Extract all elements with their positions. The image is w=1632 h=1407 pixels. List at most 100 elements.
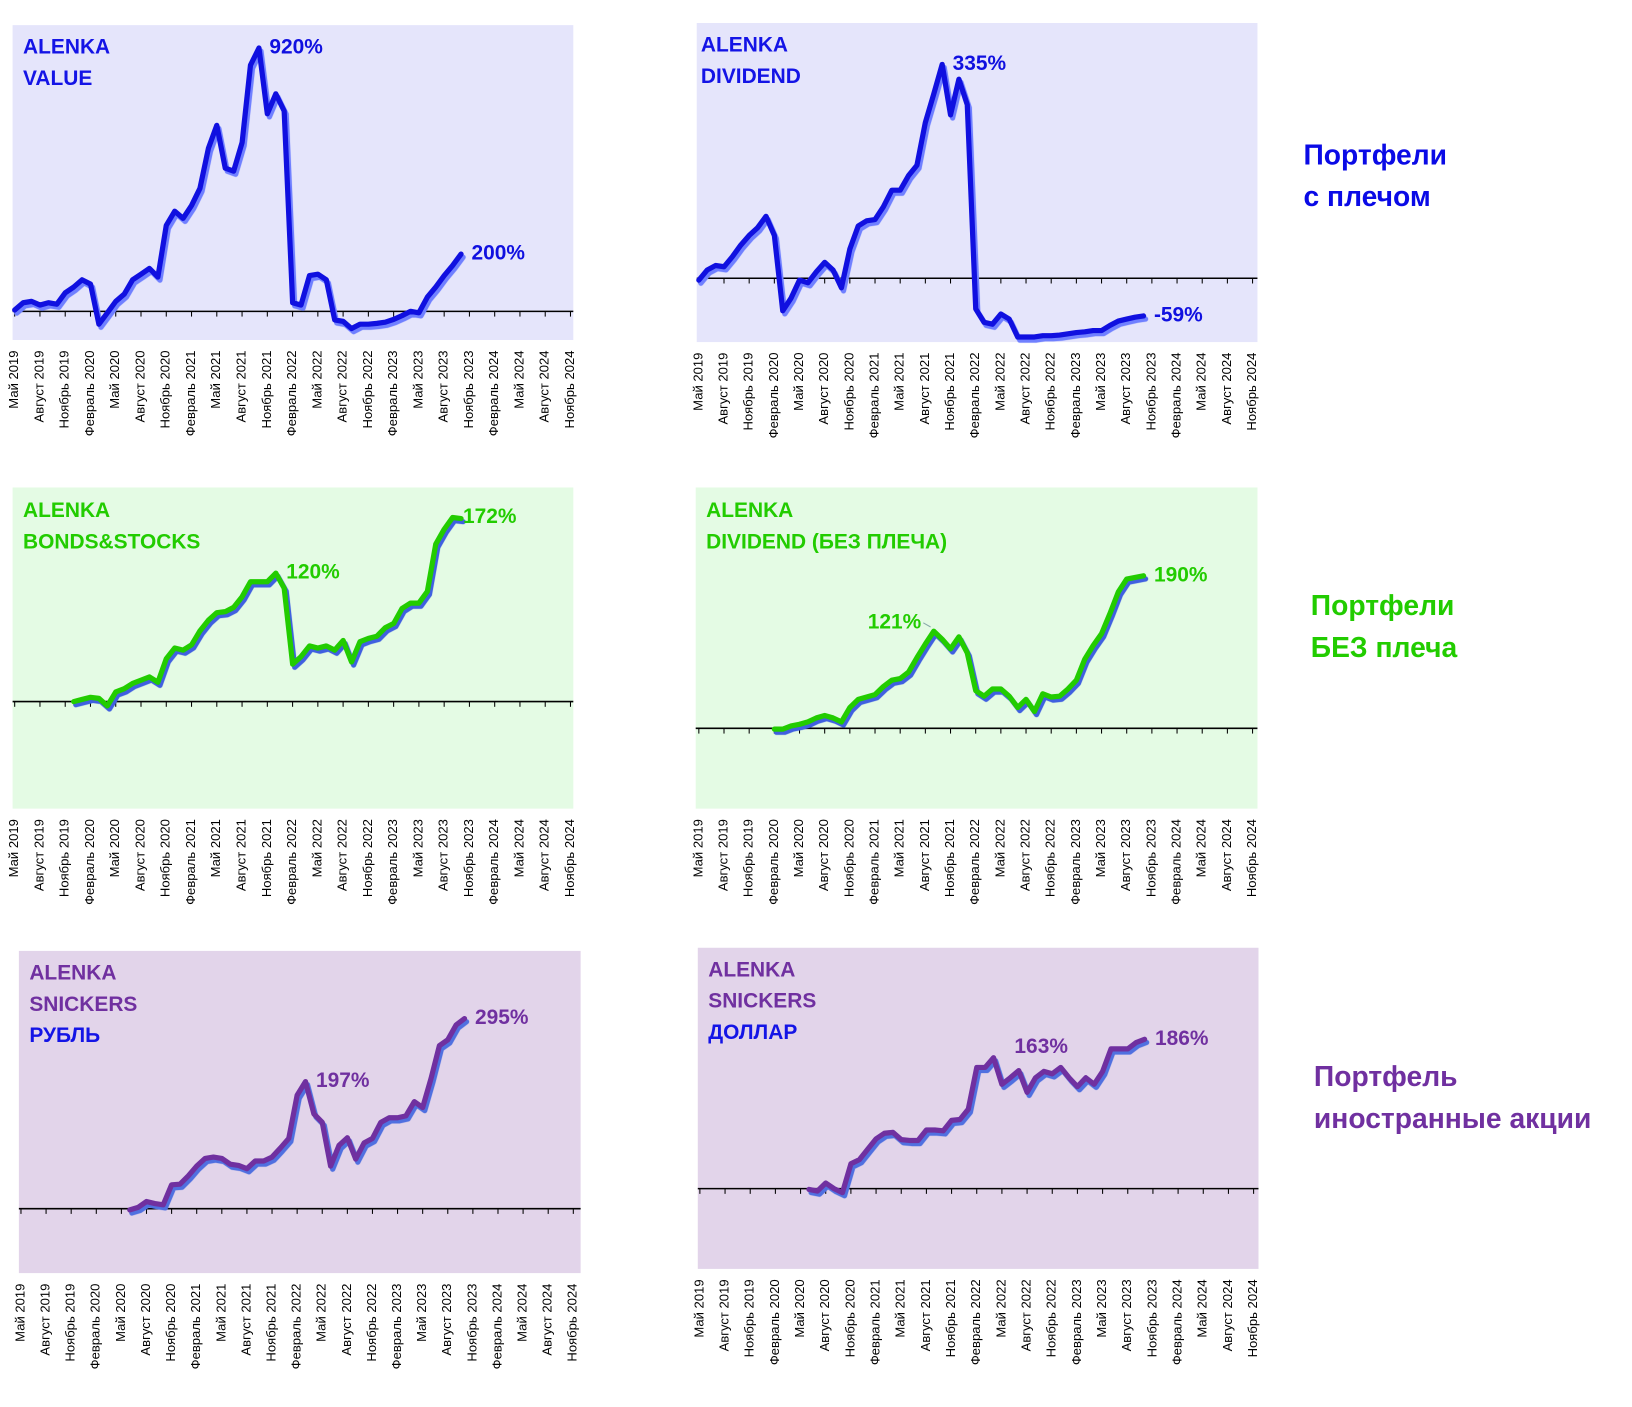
x-tick-label: Август 2021 (234, 350, 249, 422)
x-tick-label: Май 2021 (892, 353, 907, 411)
x-tick-label: Август 2022 (1017, 353, 1032, 425)
chart-title: DIVIDEND (701, 65, 801, 88)
x-tick-label: Май 2023 (1094, 1279, 1109, 1337)
x-tick-label: Август 2022 (1017, 819, 1032, 891)
x-tick-label: Ноябрь 2021 (943, 1279, 958, 1357)
x-tick-label: Май 2022 (309, 350, 324, 408)
x-tick-label: Май 2019 (691, 1279, 706, 1337)
x-tick-label: Май 2019 (6, 819, 21, 877)
x-tick-label: Август 2022 (335, 819, 350, 891)
x-tick-label: Ноябрь 2020 (163, 1284, 178, 1362)
plot-background (697, 947, 1259, 1269)
x-tick-label: Май 2024 (511, 350, 526, 408)
x-tick-label: Февраль 2022 (967, 819, 982, 905)
group-label: Портфели (1311, 589, 1455, 621)
chart-title: ALENKA (23, 36, 110, 59)
chart-title: DIVIDEND (БЕЗ ПЛЕЧА) (706, 530, 947, 553)
x-tick-label: Февраль 2022 (289, 1284, 304, 1370)
x-tick-label: Август 2023 (1119, 1279, 1134, 1351)
x-tick-label: Ноябрь 2024 (562, 819, 577, 897)
x-tick-label: Февраль 2023 (1069, 1279, 1084, 1365)
x-tick-label: Август 2023 (436, 819, 451, 891)
x-tick-label: Ноябрь 2024 (1245, 1279, 1260, 1357)
x-tick-label: Май 2020 (113, 1284, 128, 1342)
x-tick-label: Ноябрь 2024 (562, 350, 577, 428)
value-label: 335% (953, 52, 1007, 75)
chart-title: SNICKERS (708, 990, 816, 1013)
x-tick-label: Ноябрь 2023 (464, 1284, 479, 1362)
x-tick-label: Февраль 2024 (1169, 353, 1184, 439)
x-tick-label: Август 2019 (31, 819, 46, 891)
chart-title: ALENKA (708, 958, 795, 981)
chart-title: ALENKA (701, 34, 788, 57)
x-tick-label: Август 2021 (918, 1279, 933, 1351)
x-tick-label: Май 2020 (791, 819, 806, 877)
x-tick-label: Ноябрь 2022 (1044, 1279, 1059, 1357)
x-tick-label: Февраль 2021 (183, 350, 198, 436)
x-tick-label: Май 2023 (414, 1284, 429, 1342)
x-tick-label: Февраль 2020 (82, 350, 97, 436)
x-tick-label: Август 2020 (816, 353, 831, 425)
chart-title: SNICKERS (29, 993, 137, 1016)
x-tick-label: Август 2020 (816, 819, 831, 891)
x-tick-label: Февраль 2024 (489, 1284, 504, 1370)
x-tick-label: Февраль 2022 (967, 353, 982, 439)
group-label: Портфели (1303, 138, 1447, 170)
x-tick-label: Май 2021 (213, 1284, 228, 1342)
x-tick-label: Май 2021 (208, 819, 223, 877)
data-line (696, 61, 1147, 340)
x-tick-label: Май 2022 (314, 1284, 329, 1342)
x-tick-label: Май 2022 (309, 819, 324, 877)
x-tick-label: Ноябрь 2021 (259, 350, 274, 428)
chart-title: VALUE (23, 67, 92, 90)
data-line (771, 573, 1147, 732)
x-tick-label: Февраль 2021 (183, 819, 198, 905)
label-leader (923, 622, 931, 628)
chart-title: РУБЛЬ (29, 1024, 100, 1047)
x-tick-label: Август 2020 (138, 1284, 153, 1356)
x-tick-label: Август 2019 (717, 1279, 732, 1351)
x-tick-label: Ноябрь 2021 (259, 819, 274, 897)
x-tick-label: Ноябрь 2020 (158, 350, 173, 428)
x-tick-label: Ноябрь 2024 (565, 1284, 580, 1362)
x-tick-label: Февраль 2021 (866, 353, 881, 439)
x-tick-label: Ноябрь 2022 (360, 819, 375, 897)
x-tick-label: Май 2022 (992, 353, 1007, 411)
x-tick-label: Май 2024 (1195, 1279, 1210, 1337)
x-tick-label: Май 2024 (1194, 819, 1209, 877)
x-tick-label: Февраль 2024 (486, 819, 501, 905)
x-tick-label: Август 2021 (238, 1284, 253, 1356)
x-tick-label: Август 2021 (917, 819, 932, 891)
x-tick-label: Май 2022 (992, 819, 1007, 877)
x-tick-label: Февраль 2023 (389, 1284, 404, 1370)
x-tick-label: Февраль 2023 (1068, 819, 1083, 905)
value-label: 121% (868, 610, 922, 633)
x-tick-label: Август 2024 (540, 1284, 555, 1356)
value-label: 190% (1154, 563, 1208, 586)
x-tick-label: Февраль 2024 (486, 350, 501, 436)
x-tick-label: Август 2024 (537, 819, 552, 891)
x-tick-label: Май 2020 (107, 350, 122, 408)
x-tick-label: Май 2024 (515, 1284, 530, 1342)
x-tick-label: Февраль 2020 (82, 819, 97, 905)
group-label: БЕЗ плеча (1311, 631, 1458, 663)
x-tick-label: Ноябрь 2019 (741, 353, 756, 431)
x-tick-label: Май 2020 (791, 353, 806, 411)
x-tick-label: Ноябрь 2022 (1043, 353, 1058, 431)
x-tick-label: Ноябрь 2023 (461, 350, 476, 428)
x-tick-label: Ноябрь 2022 (1043, 819, 1058, 897)
x-tick-label: Ноябрь 2021 (263, 1284, 278, 1362)
x-tick-label: Август 2023 (1118, 353, 1133, 425)
x-tick-label: Май 2021 (208, 350, 223, 408)
x-tick-label: Февраль 2023 (1068, 353, 1083, 439)
x-tick-label: Февраль 2024 (1169, 819, 1184, 905)
x-tick-label: Май 2019 (690, 819, 705, 877)
x-tick-label: Май 2019 (12, 1284, 27, 1342)
x-tick-label: Май 2020 (792, 1279, 807, 1337)
x-tick-label: Ноябрь 2024 (1244, 819, 1259, 897)
plot-background (695, 487, 1258, 809)
x-tick-label: Август 2024 (537, 350, 552, 422)
x-tick-label: Май 2023 (1093, 353, 1108, 411)
